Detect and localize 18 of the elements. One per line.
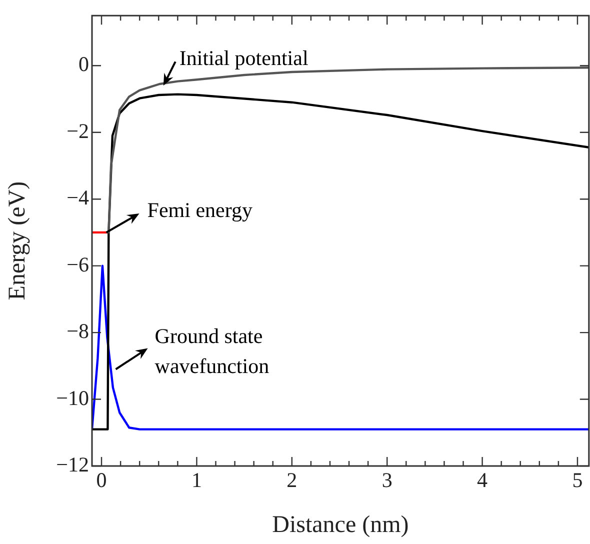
y-tick-label: −6	[66, 252, 89, 276]
y-tick-label: −12	[56, 452, 89, 477]
y-tick-label: −2	[66, 118, 89, 143]
x-tick-label: 2	[286, 468, 298, 492]
annotation: Femi energy	[147, 198, 253, 222]
y-tick-label: −10	[56, 386, 89, 410]
y-tick-label: −8	[66, 319, 89, 344]
x-tick-label: 5	[572, 468, 583, 492]
x-axis-title: Distance (nm)	[272, 512, 409, 538]
annotation: Initial potential	[179, 46, 308, 70]
x-tick-label: 3	[382, 468, 392, 492]
x-tick-label: 0	[96, 468, 107, 492]
y-tick-label: −4	[66, 186, 90, 210]
x-tick-label: 4	[477, 468, 488, 492]
x-tick-label: 1	[191, 468, 202, 492]
y-tick-label: 0	[78, 52, 89, 76]
y-axis-title: Energy (eV)	[4, 181, 31, 300]
annotation: Ground state wavefunction	[154, 324, 270, 378]
